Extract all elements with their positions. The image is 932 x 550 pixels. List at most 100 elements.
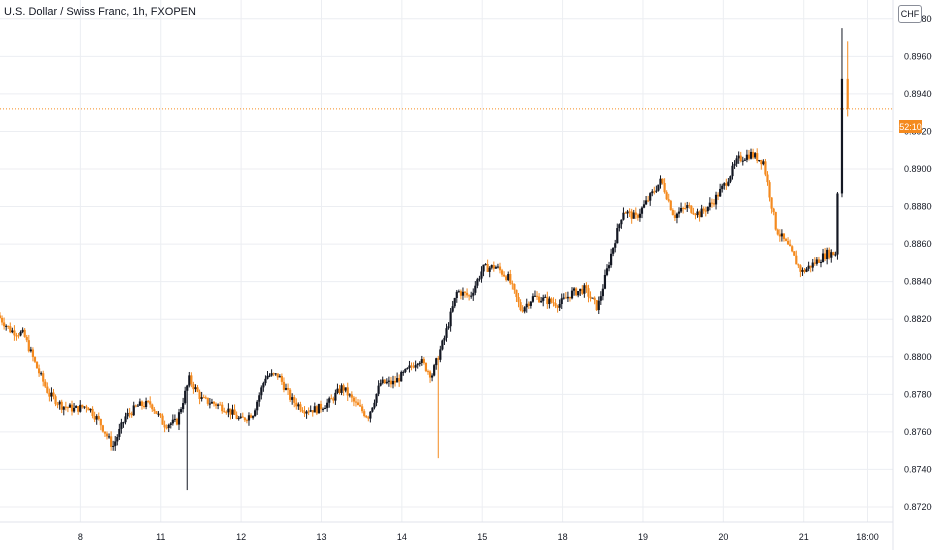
candle-body xyxy=(307,411,310,413)
candle-body xyxy=(406,367,409,369)
candle-body xyxy=(344,387,347,391)
candle-body xyxy=(200,397,203,399)
candle-body xyxy=(204,397,207,399)
candle-body xyxy=(101,425,104,432)
candle-body xyxy=(760,160,763,165)
candle-body xyxy=(651,191,654,194)
candle-body xyxy=(647,200,650,202)
candle-body xyxy=(305,411,308,414)
candle-body xyxy=(110,436,113,447)
candle-body xyxy=(679,208,683,212)
candle-body xyxy=(566,296,569,299)
candle-body xyxy=(373,402,376,408)
candle-body xyxy=(297,404,300,407)
candle-body xyxy=(492,265,495,269)
candle-body xyxy=(408,365,411,368)
x-tick-label: 20 xyxy=(718,532,728,542)
candle-body xyxy=(167,424,170,428)
candle-body xyxy=(548,298,551,305)
candle-body xyxy=(270,373,273,376)
candle-body xyxy=(225,412,228,414)
candle-body xyxy=(486,264,489,272)
candle-body xyxy=(832,252,835,256)
candle-body xyxy=(659,178,662,185)
candle-body xyxy=(478,278,481,280)
candle-body xyxy=(624,212,627,214)
candle-body xyxy=(422,359,425,363)
candle-body xyxy=(311,410,314,413)
candle-body xyxy=(19,331,22,336)
candle-body xyxy=(603,274,607,289)
candle-body xyxy=(525,303,528,308)
candle-body xyxy=(577,291,580,296)
candle-body xyxy=(677,211,681,214)
candle-body xyxy=(640,207,644,214)
candle-body xyxy=(488,267,491,272)
grid-lines xyxy=(0,0,893,522)
candle-body xyxy=(803,269,806,272)
x-tick-label: 14 xyxy=(397,532,407,542)
candle-body xyxy=(72,407,76,412)
candle-body xyxy=(338,388,341,393)
candle-body xyxy=(797,264,800,266)
candle-body xyxy=(81,404,84,408)
candle-body xyxy=(396,378,399,383)
candle-body xyxy=(254,410,257,417)
candle-body xyxy=(31,349,35,358)
time-axis[interactable]: 8 11 12 13 14 15 18 19 20 21 18:00 xyxy=(0,521,893,542)
candle-body xyxy=(445,328,448,338)
y-tick-label: 0.87200 xyxy=(904,502,932,512)
candle-body xyxy=(465,292,469,296)
candle-body xyxy=(258,395,261,402)
candle-body xyxy=(280,376,283,382)
candle-body xyxy=(241,416,244,418)
candle-body xyxy=(698,211,701,218)
candle-body xyxy=(614,243,617,248)
x-tick-label: 8 xyxy=(78,532,83,542)
candle-body xyxy=(782,233,786,239)
currency-button[interactable]: CHF xyxy=(898,5,922,23)
candle-body xyxy=(817,259,821,263)
symbol-title[interactable]: U.S. Dollar / Swiss Franc, 1h, FXOPEN xyxy=(4,6,196,18)
candle-body xyxy=(184,390,187,404)
candle-body xyxy=(751,151,755,158)
candle-body xyxy=(741,160,744,162)
candle-body xyxy=(821,253,825,263)
candle-body xyxy=(846,78,849,109)
candle-body xyxy=(717,194,720,197)
candle-body xyxy=(472,292,475,296)
candle-body xyxy=(418,362,421,365)
candle-body xyxy=(138,401,142,406)
candle-body xyxy=(665,192,668,200)
candle-body xyxy=(811,262,814,268)
candle-body xyxy=(260,387,263,396)
price-axis[interactable]: 0.898000.896000.894000.892000.890000.888… xyxy=(892,0,932,550)
candle-body xyxy=(786,240,790,245)
candle-body xyxy=(289,389,292,400)
candle-body xyxy=(66,407,70,409)
candle-body xyxy=(836,193,839,255)
candle-body xyxy=(173,418,176,420)
candle-body xyxy=(169,423,172,425)
candle-body xyxy=(634,212,637,215)
candle-body xyxy=(583,285,586,294)
candle-body xyxy=(459,291,463,296)
candle-body xyxy=(116,436,119,442)
candle-body xyxy=(93,415,96,420)
x-tick-label: 19 xyxy=(638,532,648,542)
candle-body xyxy=(690,205,693,213)
candle-body xyxy=(140,401,144,406)
candle-body xyxy=(171,419,174,424)
candle-body xyxy=(389,380,393,385)
candles xyxy=(0,28,849,491)
candle-body xyxy=(618,224,621,229)
candle-body xyxy=(747,154,751,159)
candle-body xyxy=(447,326,450,329)
candle-body xyxy=(793,251,796,256)
candle-body xyxy=(542,297,545,301)
candle-body xyxy=(585,285,588,289)
candle-body xyxy=(114,441,117,446)
candle-body xyxy=(354,401,358,403)
